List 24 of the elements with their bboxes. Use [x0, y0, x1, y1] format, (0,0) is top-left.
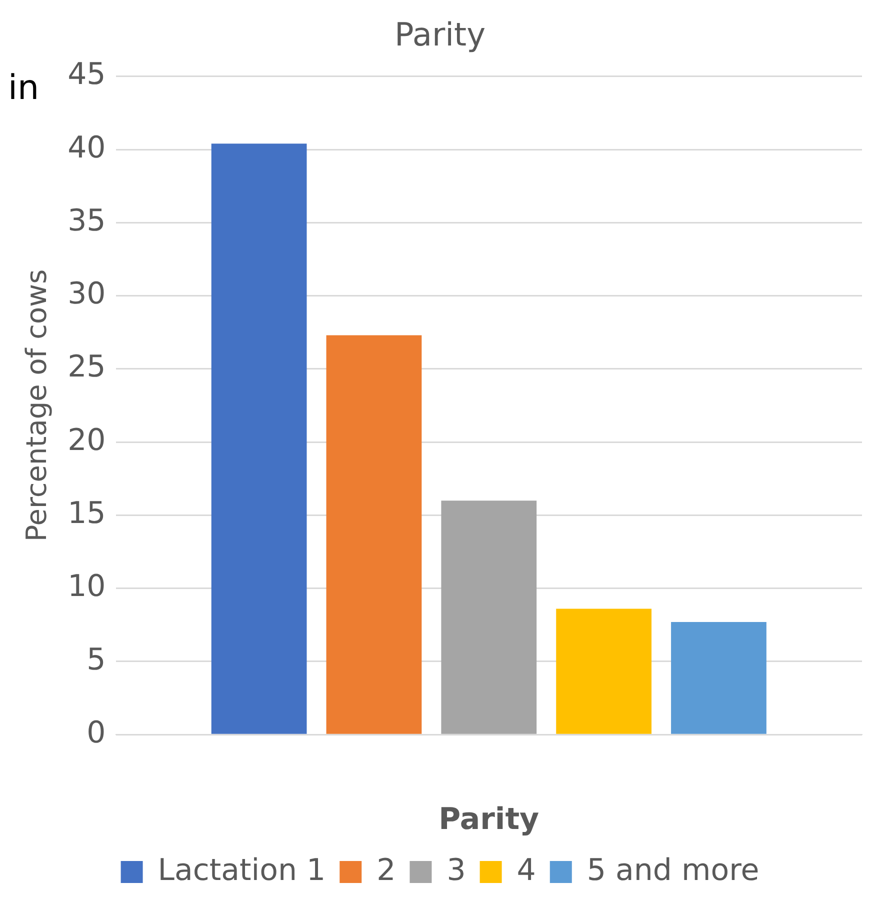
- y-tick-label: 0: [86, 715, 106, 750]
- bar: [211, 144, 307, 734]
- chart-title: Parity: [394, 16, 486, 54]
- bar: [441, 500, 537, 734]
- y-tick-label: 5: [86, 642, 106, 678]
- y-tick-label: 40: [68, 130, 106, 166]
- y-tick-label: 35: [68, 203, 106, 238]
- legend-label: 4: [516, 852, 536, 888]
- legend-label: 3: [446, 852, 466, 888]
- y-tick-label: 20: [68, 422, 106, 458]
- y-tick-label: 15: [68, 496, 106, 531]
- bar: [326, 335, 422, 734]
- x-axis-title: Parity: [438, 802, 540, 837]
- legend-label: 2: [376, 852, 396, 888]
- legend-label: 5 and more: [586, 852, 760, 888]
- y-tick-label: 10: [68, 569, 106, 604]
- y-tick-label: 30: [68, 276, 106, 312]
- y-axis-title: Percentage of cows: [20, 269, 54, 542]
- bar: [671, 622, 766, 734]
- legend-label: Lactation 1: [158, 852, 326, 888]
- text: in: [8, 68, 39, 108]
- y-tick-label: 25: [68, 350, 106, 385]
- y-tick-label: 45: [68, 57, 106, 92]
- bar: [556, 608, 652, 734]
